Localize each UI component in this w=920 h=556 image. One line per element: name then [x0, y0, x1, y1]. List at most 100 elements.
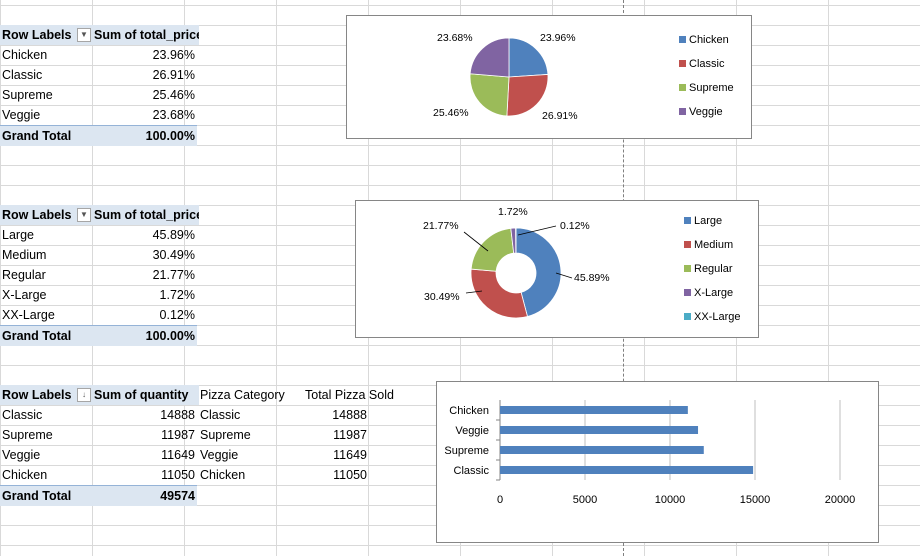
row-label: Supreme	[2, 428, 53, 442]
legend-swatch	[684, 313, 691, 320]
bar-classic	[500, 466, 754, 474]
pie-chart-plot: 23.96% 26.91% 25.46% 23.68%	[433, 32, 578, 122]
legend-swatch	[679, 108, 686, 115]
row-value: 23.96%	[152, 48, 195, 62]
x-tick-label: 20000	[825, 494, 856, 506]
bar-chart-pizza-sold[interactable]: 0 5000 10000 15000 20000 Classic Supreme Veggie…	[436, 381, 879, 543]
table-row[interactable]: Veggie 23.68%	[0, 105, 420, 125]
grand-total-label: Grand Total	[0, 125, 94, 146]
y-category-label: Chicken	[449, 405, 489, 417]
legend-label: Chicken	[689, 34, 729, 46]
doughnut-chart-plot: 45.89% 30.49% 21.77% 1.72% 0.12%	[423, 206, 610, 319]
y-category-label: Veggie	[455, 425, 489, 437]
data-label: 26.91%	[542, 110, 578, 122]
leader-line	[517, 225, 557, 236]
table-row[interactable]: Supreme 25.46%	[0, 85, 420, 105]
total-pizza-sold-cell: 11987	[333, 428, 367, 442]
x-tick-label: 15000	[740, 494, 771, 506]
leader-line	[555, 272, 573, 279]
data-label: 30.49%	[424, 291, 460, 303]
grand-total-value: 100.00%	[92, 125, 197, 146]
pie-chart-category[interactable]: 23.96% 26.91% 25.46% 23.68% Chicken Classic S…	[346, 15, 752, 139]
legend-swatch	[679, 84, 686, 91]
row-value: 11649	[161, 448, 195, 462]
total-pizza-sold-cell: 14888	[332, 408, 367, 422]
data-label: 25.46%	[433, 107, 469, 119]
filter-dropdown-icon[interactable]: ▼	[77, 208, 91, 222]
legend-label: XX-Large	[694, 311, 741, 323]
total-pizza-sold-cell: 11050	[333, 468, 367, 482]
table-row[interactable]: Chicken 11050 Chicken 11050	[0, 465, 420, 485]
row-label: Supreme	[2, 88, 53, 102]
legend-swatch	[684, 265, 691, 272]
row-labels-header: Row Labels	[0, 205, 94, 225]
row-value: 0.12%	[159, 308, 195, 322]
y-category-label: Supreme	[444, 445, 489, 457]
row-value: 25.46%	[152, 88, 195, 102]
row-label: Medium	[2, 248, 47, 262]
table-row[interactable]: Medium 30.49%	[0, 245, 420, 265]
legend-swatch	[684, 217, 691, 224]
row-label: XX-Large	[2, 308, 55, 322]
legend-label: Classic	[689, 58, 725, 70]
data-label: 23.96%	[540, 32, 576, 44]
data-label: 23.68%	[437, 32, 473, 44]
table-row[interactable]: Supreme 11987 Supreme 11987	[0, 425, 420, 445]
legend-label: Regular	[694, 263, 733, 275]
value-field-header: Sum of total_price	[92, 205, 199, 225]
value-field-header: Sum of total_price	[92, 25, 199, 45]
x-tick-label: 0	[497, 494, 503, 506]
filter-dropdown-icon[interactable]: ▼	[77, 28, 91, 42]
table-row[interactable]: Chicken 23.96%	[0, 45, 420, 65]
grand-total-label: Grand Total	[0, 485, 94, 506]
row-value: 14888	[160, 408, 195, 422]
doughnut-chart-size[interactable]: 45.89% 30.49% 21.77% 1.72% 0.12% Large Medium…	[355, 200, 759, 338]
legend-swatch	[684, 289, 691, 296]
bar-chart-plot: 0 5000 10000 15000 20000 Classic Supreme Veggie…	[444, 400, 856, 506]
pizza-category-cell: Supreme	[200, 428, 251, 442]
table-row[interactable]: Classic 14888 Classic 14888	[0, 405, 420, 425]
value-field-header: Sum of quantity	[92, 385, 199, 405]
leader-line	[465, 290, 483, 294]
slice-chicken	[508, 37, 549, 78]
row-label: Large	[2, 228, 34, 242]
pizza-category-cell: Veggie	[200, 448, 239, 462]
slice-medium	[470, 268, 528, 319]
row-value: 21.77%	[152, 268, 195, 282]
row-label: Veggie	[2, 448, 41, 462]
row-value: 11987	[161, 428, 195, 442]
data-label: 1.72%	[498, 206, 528, 218]
legend-label: Large	[694, 215, 723, 227]
legend-label: Medium	[694, 239, 734, 251]
pizza-category-header: Pizza Category	[200, 388, 285, 402]
row-label: Classic	[2, 408, 43, 422]
grand-total-label: Grand Total	[0, 325, 94, 346]
grand-total-value: 100.00%	[92, 325, 197, 346]
data-label: 21.77%	[423, 220, 459, 232]
row-value: 23.68%	[152, 108, 195, 122]
row-label: X-Large	[2, 288, 47, 302]
total-pizza-sold-cell: 11649	[333, 448, 367, 462]
legend-label: Supreme	[689, 82, 734, 94]
pizza-category-cell: Chicken	[200, 468, 246, 482]
table-row[interactable]: Veggie 11649 Veggie 11649	[0, 445, 420, 465]
table-row[interactable]: Classic 26.91%	[0, 65, 420, 85]
row-value: 45.89%	[152, 228, 195, 242]
bar-chicken	[500, 406, 688, 414]
row-value: 11050	[161, 468, 195, 482]
slice-classic	[506, 74, 549, 117]
row-label: Veggie	[2, 108, 41, 122]
table-row[interactable]: XX-Large 0.12%	[0, 305, 420, 325]
table-row[interactable]: Regular 21.77%	[0, 265, 420, 285]
pizza-category-cell: Classic	[200, 408, 241, 422]
sort-dropdown-icon[interactable]: ↓	[77, 388, 91, 402]
legend-swatch	[684, 241, 691, 248]
row-label: Regular	[2, 268, 46, 282]
leader-line	[463, 231, 489, 252]
y-category-label: Classic	[454, 465, 490, 477]
table-row[interactable]: Large 45.89%	[0, 225, 420, 245]
x-tick-label: 5000	[573, 494, 597, 506]
slice-large	[515, 227, 562, 318]
legend-label: Veggie	[689, 106, 723, 118]
table-row[interactable]: X-Large 1.72%	[0, 285, 420, 305]
